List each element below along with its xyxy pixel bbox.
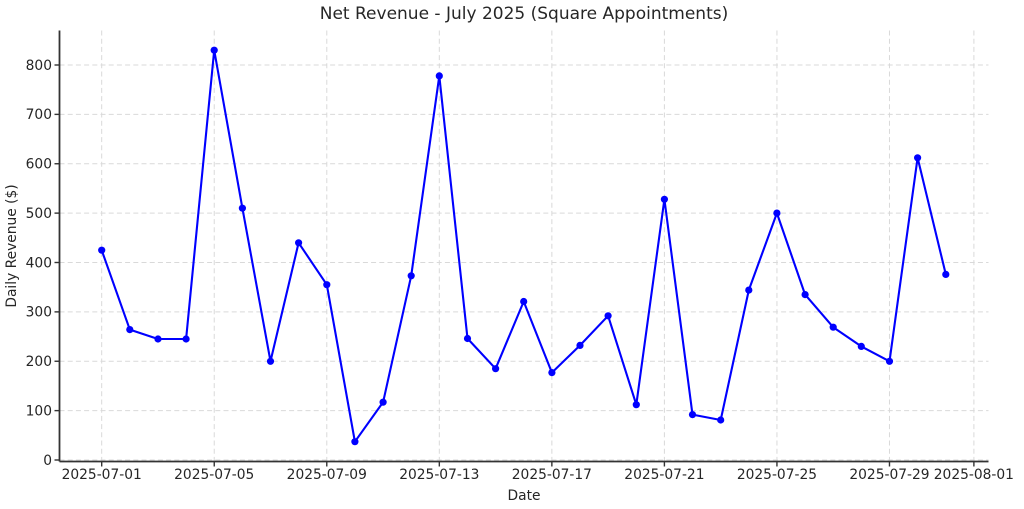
data-point-marker-3 [182, 335, 190, 343]
data-point-marker-7 [295, 239, 303, 247]
y-tick-label-5: 500 [26, 206, 52, 222]
data-point-marker-30 [942, 270, 950, 278]
x-axis-label: Date [508, 488, 541, 504]
data-point-marker-21 [688, 411, 697, 419]
data-point-marker-20 [660, 195, 669, 203]
y-tick-label-8: 800 [26, 58, 52, 74]
data-point-marker-0 [98, 246, 106, 254]
y-tick-label-4: 400 [26, 255, 52, 271]
data-point-marker-27 [857, 342, 865, 350]
x-tick-label-8: 2025-08-01 [934, 467, 1014, 483]
data-point-marker-28 [885, 357, 894, 365]
y-axis-label: Daily Revenue ($) [4, 184, 20, 307]
data-point-marker-13 [463, 334, 472, 343]
data-point-marker-14 [492, 365, 500, 373]
data-point-marker-18 [604, 312, 612, 320]
y-tick-label-6: 600 [26, 157, 52, 173]
x-tick-label-5: 2025-07-21 [624, 467, 704, 483]
data-point-marker-15 [520, 297, 528, 306]
y-tick-label-1: 100 [26, 403, 52, 419]
data-point-marker-17 [576, 341, 584, 349]
y-tick-label-0: 0 [43, 453, 52, 469]
y-tick-label-3: 300 [26, 305, 52, 321]
data-point-marker-29 [914, 154, 922, 162]
x-tick-label-7: 2025-07-29 [849, 467, 929, 483]
x-tick-label-2: 2025-07-09 [287, 467, 367, 483]
x-tick-label-0: 2025-07-01 [62, 467, 142, 483]
data-point-marker-8 [323, 281, 331, 289]
x-tick-label-6: 2025-07-25 [737, 467, 817, 483]
data-point-marker-23 [745, 286, 753, 294]
data-point-marker-4 [210, 46, 218, 54]
data-point-marker-10 [379, 398, 387, 406]
data-point-marker-1 [126, 326, 134, 334]
data-point-marker-6 [266, 357, 275, 365]
y-tick-label-7: 700 [26, 107, 52, 123]
data-point-marker-12 [435, 72, 443, 80]
x-tick-label-1: 2025-07-05 [174, 467, 254, 483]
data-point-marker-16 [548, 369, 556, 377]
data-point-marker-9 [351, 438, 359, 446]
data-point-marker-24 [773, 209, 781, 217]
data-point-marker-2 [154, 335, 162, 343]
data-point-marker-11 [407, 272, 415, 280]
data-point-marker-19 [632, 401, 640, 409]
chart-title: Net Revenue - July 2025 (Square Appointm… [320, 4, 728, 24]
data-point-marker-26 [829, 323, 837, 331]
data-point-marker-5 [238, 204, 246, 212]
y-tick-label-2: 200 [26, 354, 52, 370]
x-tick-label-3: 2025-07-13 [399, 467, 479, 483]
data-point-marker-25 [801, 291, 809, 299]
data-point-marker-22 [717, 416, 725, 424]
x-tick-label-4: 2025-07-17 [512, 467, 592, 483]
